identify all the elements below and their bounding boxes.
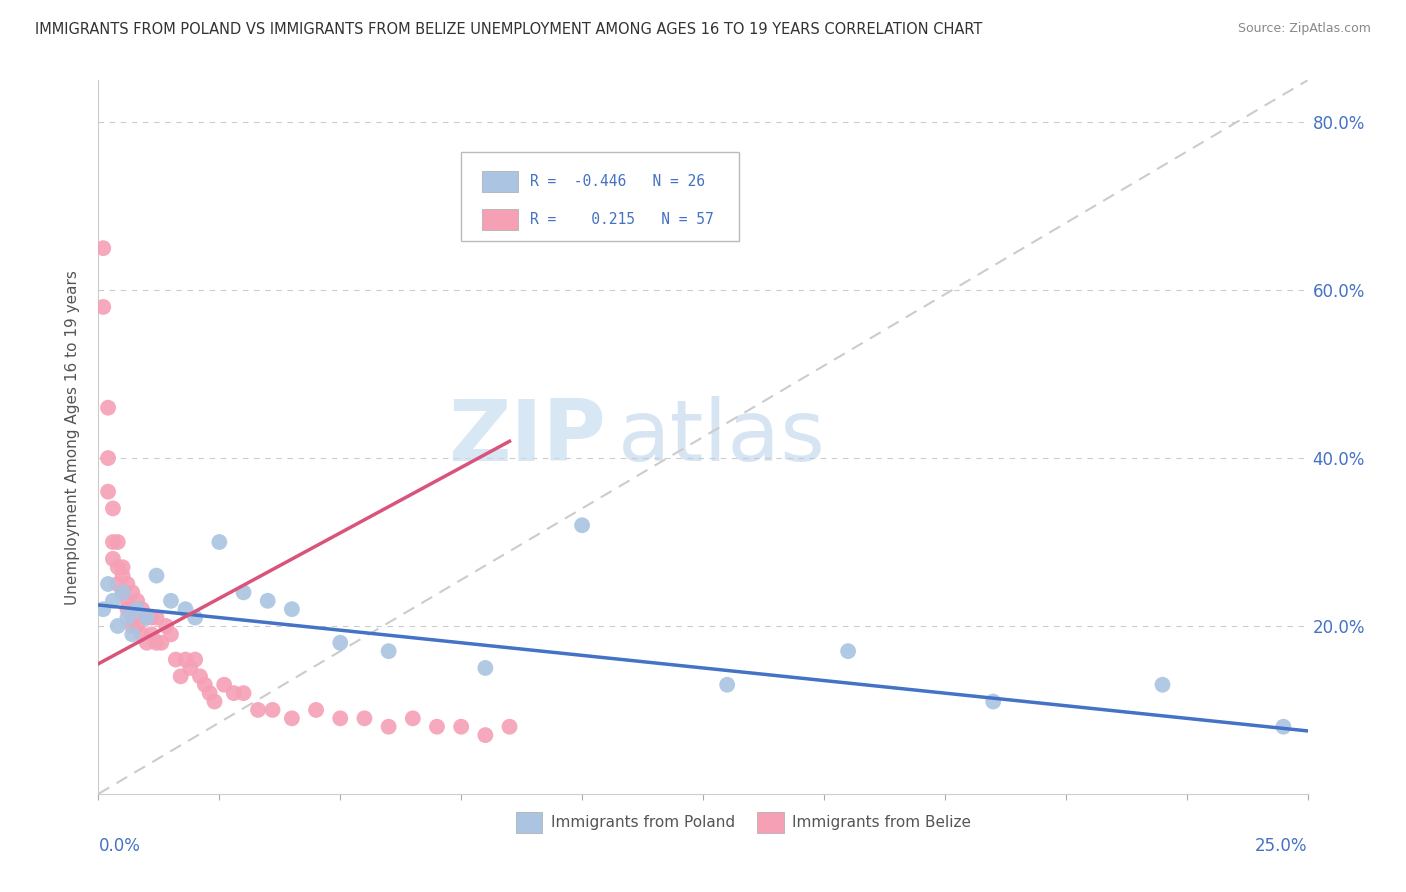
Point [198, 686, 221, 700]
Point [160, 627, 183, 641]
Point [141, 610, 163, 624]
Point [232, 585, 254, 599]
Point [329, 636, 352, 650]
Point [117, 594, 139, 608]
Text: 0.0%: 0.0% [98, 837, 141, 855]
Point [329, 711, 352, 725]
Point [377, 720, 399, 734]
Point [377, 644, 399, 658]
Point [111, 585, 134, 599]
Point [174, 602, 197, 616]
Point [165, 652, 187, 666]
Point [837, 644, 859, 658]
Point [262, 703, 284, 717]
Point [169, 669, 191, 683]
Point [1152, 678, 1174, 692]
Bar [758, 812, 785, 833]
Point [981, 694, 1004, 708]
Point [353, 711, 375, 725]
Point [247, 703, 270, 717]
Text: Immigrants from Poland: Immigrants from Poland [551, 815, 735, 830]
Point [135, 636, 157, 650]
Point [101, 501, 124, 516]
Point [91, 241, 114, 255]
Point [450, 720, 472, 734]
Point [184, 610, 207, 624]
Point [127, 594, 149, 608]
Text: atlas: atlas [619, 395, 827, 479]
Point [145, 610, 167, 624]
Point [474, 728, 496, 742]
Bar [482, 209, 517, 230]
Point [127, 619, 149, 633]
Point [117, 577, 139, 591]
Point [184, 652, 207, 666]
Point [571, 518, 593, 533]
Point [145, 636, 167, 650]
Point [426, 720, 449, 734]
Point [194, 678, 217, 692]
Point [101, 551, 124, 566]
Point [281, 602, 304, 616]
Point [232, 686, 254, 700]
Point [208, 535, 231, 549]
Point [135, 610, 157, 624]
Point [97, 401, 120, 415]
FancyBboxPatch shape [461, 152, 740, 241]
Point [101, 535, 124, 549]
Point [111, 568, 134, 582]
Point [131, 627, 153, 641]
Text: IMMIGRANTS FROM POLAND VS IMMIGRANTS FROM BELIZE UNEMPLOYMENT AMONG AGES 16 TO 1: IMMIGRANTS FROM POLAND VS IMMIGRANTS FRO… [35, 22, 983, 37]
Point [1272, 720, 1295, 734]
Point [107, 577, 129, 591]
Bar [482, 171, 517, 193]
Point [155, 619, 177, 633]
Point [97, 577, 120, 591]
Point [121, 585, 143, 599]
Point [111, 560, 134, 574]
Point [188, 669, 211, 683]
Point [121, 619, 143, 633]
Point [107, 560, 129, 574]
Point [204, 694, 226, 708]
Point [91, 602, 114, 616]
Text: Immigrants from Belize: Immigrants from Belize [793, 815, 972, 830]
Point [160, 594, 183, 608]
Point [141, 627, 163, 641]
Text: 25.0%: 25.0% [1256, 837, 1308, 855]
Point [107, 535, 129, 549]
Point [179, 661, 201, 675]
Point [101, 594, 124, 608]
Bar [516, 812, 543, 833]
Point [107, 619, 129, 633]
Point [97, 451, 120, 466]
Point [498, 720, 520, 734]
Point [222, 686, 245, 700]
Point [135, 610, 157, 624]
Text: ZIP: ZIP [449, 395, 606, 479]
Point [474, 661, 496, 675]
Point [281, 711, 304, 725]
Point [256, 594, 278, 608]
Y-axis label: Unemployment Among Ages 16 to 19 years: Unemployment Among Ages 16 to 19 years [65, 269, 80, 605]
Point [305, 703, 328, 717]
Point [117, 602, 139, 616]
Point [402, 711, 425, 725]
Point [716, 678, 738, 692]
Text: Source: ZipAtlas.com: Source: ZipAtlas.com [1237, 22, 1371, 36]
Text: R =    0.215   N = 57: R = 0.215 N = 57 [530, 212, 714, 227]
Point [121, 610, 143, 624]
Point [150, 636, 173, 650]
Point [117, 610, 139, 624]
Point [212, 678, 235, 692]
Text: R =  -0.446   N = 26: R = -0.446 N = 26 [530, 174, 704, 189]
Point [145, 568, 167, 582]
Point [174, 652, 197, 666]
Point [97, 484, 120, 499]
Point [131, 602, 153, 616]
Point [111, 585, 134, 599]
Point [91, 300, 114, 314]
Point [121, 627, 143, 641]
Point [127, 602, 149, 616]
